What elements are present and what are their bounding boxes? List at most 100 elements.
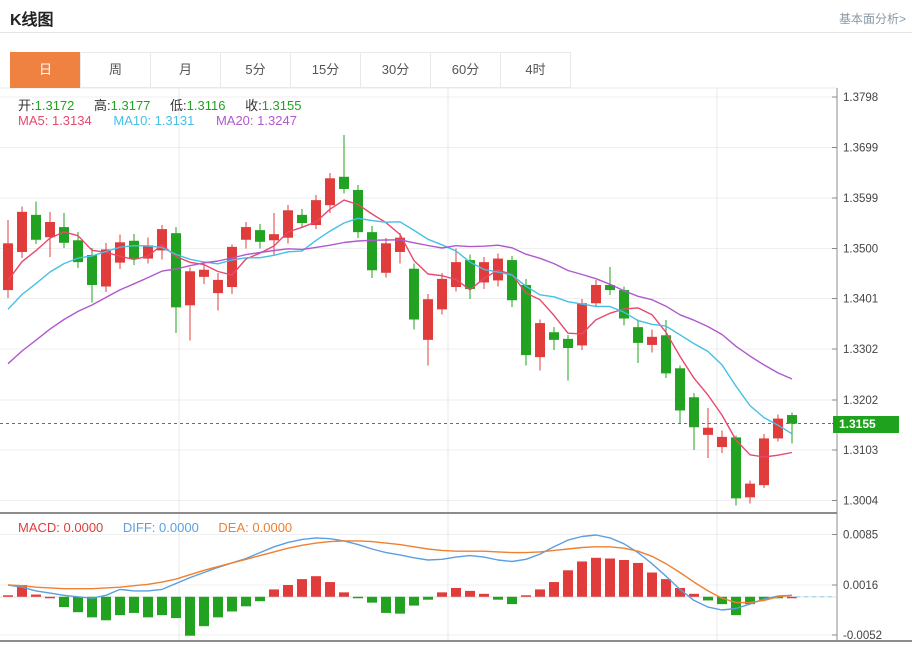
candle-25 xyxy=(353,189,363,233)
candle-2 xyxy=(31,214,41,240)
candle-50 xyxy=(703,427,713,435)
candle-28 xyxy=(395,237,405,252)
high-value: 1.3177 xyxy=(110,98,151,113)
candle-48 xyxy=(675,368,685,411)
dea-line xyxy=(7,540,793,604)
candle-7 xyxy=(101,249,111,287)
close-value: 1.3155 xyxy=(261,98,302,113)
ma10-value: 1.3131 xyxy=(154,113,195,128)
candle-4 xyxy=(59,227,69,243)
candle-39 xyxy=(549,332,559,340)
candle-44 xyxy=(619,290,629,319)
candle-56 xyxy=(787,415,797,424)
open-label: 开: xyxy=(18,98,35,113)
candle-10 xyxy=(143,245,153,259)
ma10-line xyxy=(7,217,793,435)
macd-value: 0.0000 xyxy=(63,520,104,535)
candle-36 xyxy=(507,260,517,301)
dea-label: DEA: xyxy=(218,520,249,535)
period-tab-4[interactable]: 15分 xyxy=(290,52,361,88)
y-axis-label: 1.3798 xyxy=(843,92,878,104)
candle-49 xyxy=(689,397,699,428)
period-tab-7[interactable]: 4时 xyxy=(500,52,571,88)
candle-53 xyxy=(745,483,755,498)
candle-40 xyxy=(563,338,573,348)
chart-frame xyxy=(0,87,912,642)
diff-line xyxy=(7,534,793,611)
y-axis-label: 1.3401 xyxy=(843,294,878,306)
macd-label: MACD: xyxy=(18,520,60,535)
candle-45 xyxy=(633,327,643,343)
candle-51 xyxy=(717,436,727,448)
candle-3 xyxy=(45,221,55,238)
y-axis-label: 1.3302 xyxy=(843,344,878,356)
candle-30 xyxy=(423,299,433,340)
candle-13 xyxy=(185,271,195,306)
ohlc-readout: 开:1.3172 高:1.3177 低:1.3116 收:1.3155 xyxy=(18,95,317,114)
candle-47 xyxy=(661,335,671,374)
candle-16 xyxy=(227,246,237,288)
ma10-label: MA10: xyxy=(113,113,151,128)
y-axis-label: -0.0052 xyxy=(843,630,882,642)
ma5-line xyxy=(7,199,793,458)
ma5-label: MA5: xyxy=(18,113,49,128)
period-tab-6[interactable]: 60分 xyxy=(430,52,501,88)
candles xyxy=(3,135,797,506)
period-tab-2[interactable]: 月 xyxy=(150,52,221,88)
candle-27 xyxy=(381,243,391,273)
candle-41 xyxy=(577,303,587,346)
close-label: 收: xyxy=(245,98,262,113)
period-tab-0[interactable]: 日 xyxy=(10,52,81,88)
y-axis-label: 1.3599 xyxy=(843,193,878,205)
period-tab-3[interactable]: 5分 xyxy=(220,52,291,88)
candle-21 xyxy=(297,214,307,223)
y-axis-label: 0.0085 xyxy=(843,529,878,541)
y-axis-label: 1.3103 xyxy=(843,445,878,457)
ma20-value: 1.3247 xyxy=(257,113,297,128)
candle-22 xyxy=(311,200,321,226)
y-axis-label: 1.3202 xyxy=(843,395,878,407)
candle-38 xyxy=(535,323,545,358)
candle-11 xyxy=(157,229,167,251)
high-label: 高: xyxy=(94,98,111,113)
period-tab-1[interactable]: 周 xyxy=(80,52,151,88)
y-axis-label: 1.3500 xyxy=(843,243,878,255)
candle-20 xyxy=(283,210,293,238)
fundamental-analysis-link[interactable]: 基本面分析> xyxy=(838,12,906,26)
open-value: 1.3172 xyxy=(34,98,75,113)
y-axis-label: 0.0016 xyxy=(843,580,878,592)
last-price-badge: 1.3155 xyxy=(833,415,899,433)
candle-52 xyxy=(731,437,741,499)
ma20-line xyxy=(7,239,793,380)
candle-24 xyxy=(339,176,349,189)
low-value: 1.3116 xyxy=(186,98,226,113)
diff-label: DIFF: xyxy=(122,520,156,535)
period-tab-5[interactable]: 30分 xyxy=(360,52,431,88)
candle-34 xyxy=(479,262,489,283)
candle-1 xyxy=(17,211,27,252)
candle-43 xyxy=(605,284,615,291)
grid-lines xyxy=(0,89,837,640)
y-axis-label: 1.3699 xyxy=(843,142,878,154)
page-title: K线图 xyxy=(10,12,54,29)
candle-23 xyxy=(325,178,335,206)
ma20-label: MA20: xyxy=(215,113,254,128)
ma5-value: 1.3134 xyxy=(51,113,92,128)
y-axis-labels: 1.3798 1.3699 1.3599 1.3500 1.3401 1.3302 1.32… xyxy=(832,92,882,642)
header-divider xyxy=(0,32,912,33)
macd-readout: MACD: 0.0000 DIFF: 0.0000 DEA: 0.0000 xyxy=(18,520,292,535)
candle-55 xyxy=(773,418,783,439)
candle-42 xyxy=(591,284,601,304)
candle-12 xyxy=(171,233,181,308)
candle-0 xyxy=(3,243,13,291)
ma-readout: MA5: 1.3134 MA10: 1.3131 MA20: 1.3247 xyxy=(18,113,297,128)
y-axis-label: 1.3004 xyxy=(843,495,879,507)
candle-33 xyxy=(465,260,475,290)
candle-5 xyxy=(73,240,83,263)
candle-8 xyxy=(115,242,125,263)
candle-18 xyxy=(255,230,265,242)
dea-value: 0.0000 xyxy=(252,520,293,535)
candle-19 xyxy=(269,234,279,241)
candle-9 xyxy=(129,240,139,259)
